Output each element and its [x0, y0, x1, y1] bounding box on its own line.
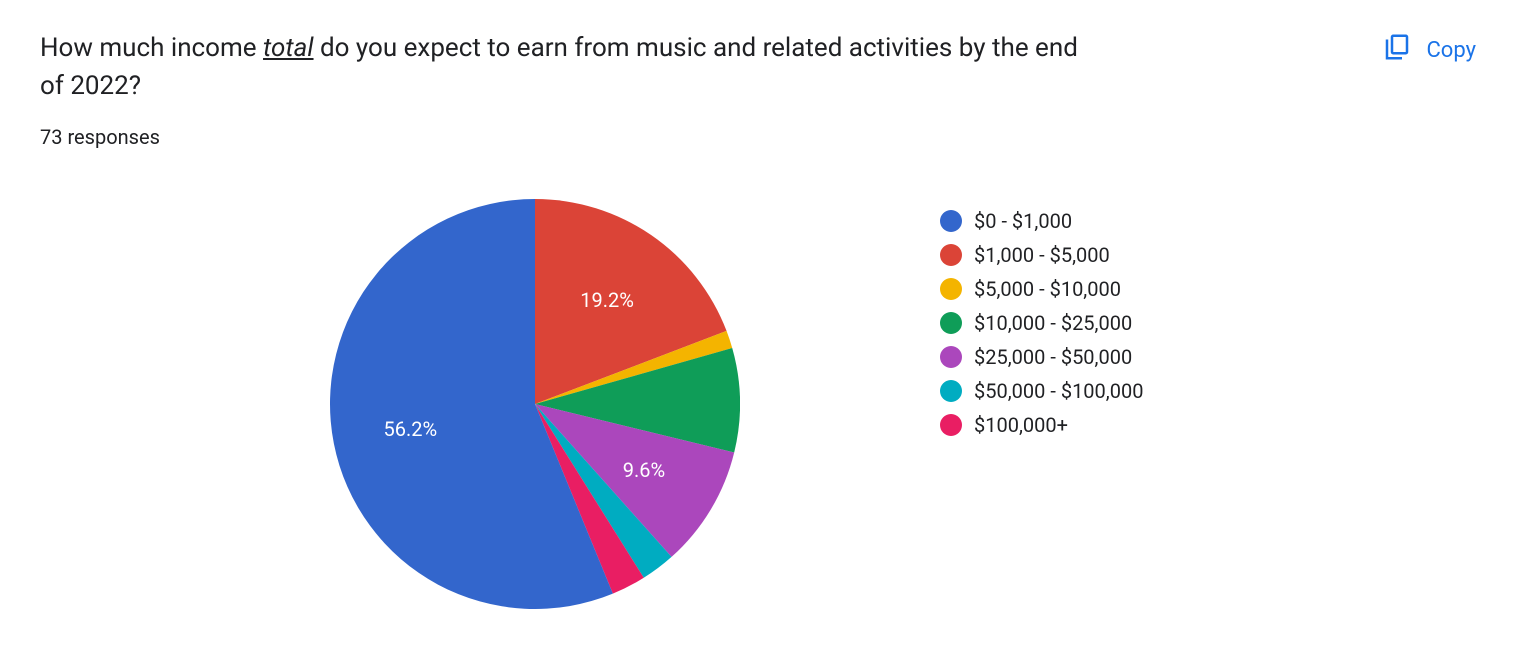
- legend-label: $0 - $1,000: [974, 209, 1072, 233]
- legend-label: $1,000 - $5,000: [974, 243, 1110, 267]
- slice-label: 56.2%: [383, 417, 437, 441]
- legend-label: $100,000+: [974, 413, 1068, 437]
- header-row: How much income total do you expect to e…: [40, 30, 1476, 105]
- legend-label: $10,000 - $25,000: [974, 311, 1132, 335]
- legend-dot: [940, 278, 962, 300]
- copy-button[interactable]: Copy: [1382, 30, 1476, 68]
- legend-item[interactable]: $1,000 - $5,000: [940, 243, 1143, 267]
- legend-dot: [940, 210, 962, 232]
- legend-item[interactable]: $50,000 - $100,000: [940, 379, 1143, 403]
- legend-dot: [940, 380, 962, 402]
- legend-label: $25,000 - $50,000: [974, 345, 1132, 369]
- pie-chart: 19.2% 9.6% 56.2%: [330, 199, 740, 609]
- legend-item[interactable]: $0 - $1,000: [940, 209, 1143, 233]
- slice-label: 19.2%: [580, 288, 634, 312]
- legend: $0 - $1,000 $1,000 - $5,000 $5,000 - $10,0…: [940, 199, 1143, 447]
- legend-dot: [940, 244, 962, 266]
- legend-dot: [940, 346, 962, 368]
- legend-label: $50,000 - $100,000: [974, 379, 1143, 403]
- legend-item[interactable]: $100,000+: [940, 413, 1143, 437]
- question-title: How much income total do you expect to e…: [40, 30, 1100, 105]
- legend-label: $5,000 - $10,000: [974, 277, 1121, 301]
- legend-dot: [940, 312, 962, 334]
- title-em: total: [263, 33, 314, 63]
- legend-dot: [940, 414, 962, 436]
- chart-area: 19.2% 9.6% 56.2% $0 - $1,000 $1,000 - $5,00…: [330, 199, 1476, 609]
- slice-label: 9.6%: [623, 458, 665, 482]
- copy-icon: [1382, 32, 1412, 68]
- copy-label: Copy: [1426, 38, 1476, 63]
- responses-count: 73 responses: [40, 125, 1476, 149]
- legend-item[interactable]: $25,000 - $50,000: [940, 345, 1143, 369]
- legend-item[interactable]: $10,000 - $25,000: [940, 311, 1143, 335]
- title-prefix: How much income: [40, 33, 263, 63]
- legend-item[interactable]: $5,000 - $10,000: [940, 277, 1143, 301]
